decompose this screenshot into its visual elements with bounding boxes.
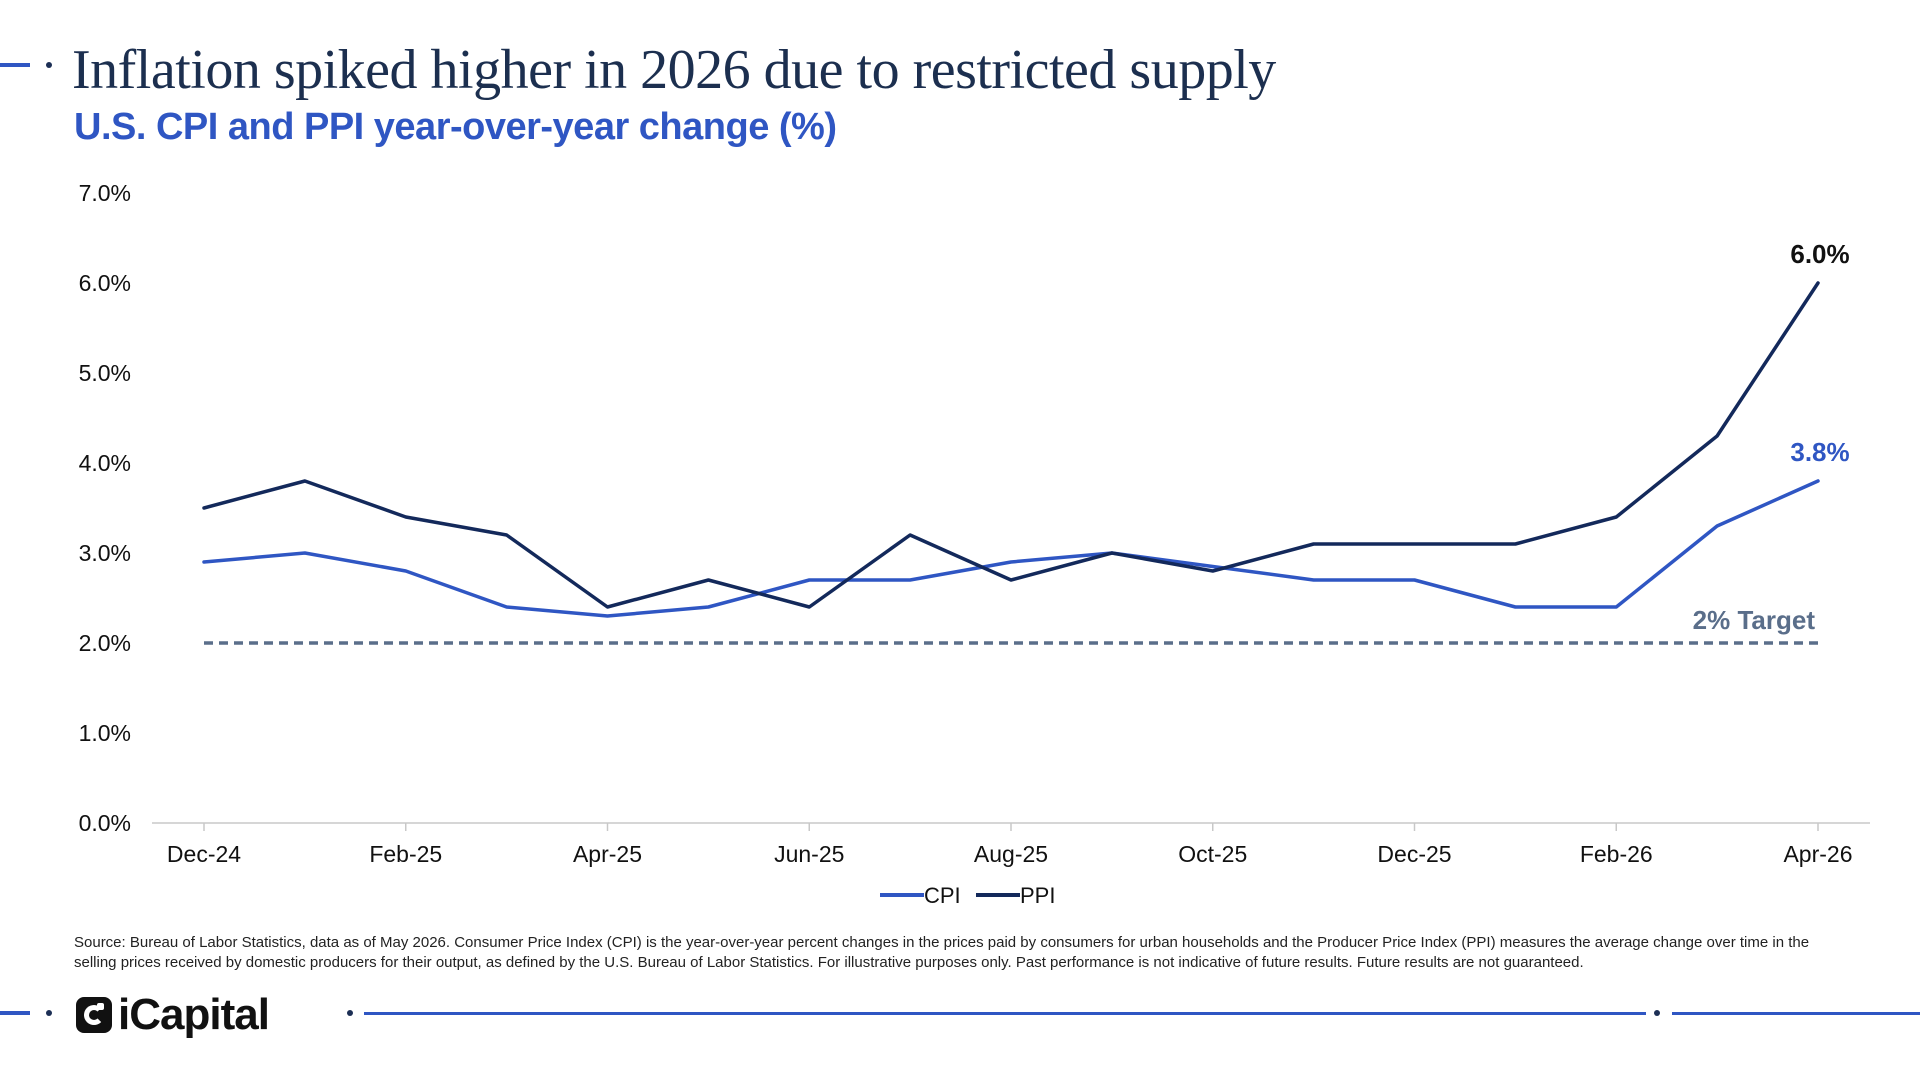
footer-rule	[364, 1012, 1646, 1015]
target-label: 2% Target	[1693, 605, 1816, 635]
y-axis-ticks: 0.0% 1.0% 2.0% 3.0% 4.0% 5.0% 6.0% 7.0%	[79, 180, 131, 836]
footer-accent-dot	[1654, 1010, 1660, 1016]
target-reference: 2% Target	[204, 605, 1818, 645]
x-tick-label: Apr-25	[573, 841, 642, 867]
x-axis-ticks: Dec-24 Feb-25 Apr-25 Jun-25 Aug-25 Oct-25 Dec-…	[167, 823, 1853, 867]
x-tick-label: Jun-25	[774, 841, 844, 867]
x-tick-label: Oct-25	[1178, 841, 1247, 867]
x-tick-label: Dec-24	[167, 841, 241, 867]
y-tick-label: 2.0%	[79, 630, 131, 656]
y-tick-label: 1.0%	[79, 720, 131, 746]
y-tick-label: 0.0%	[79, 810, 131, 836]
series-line-cpi	[202, 479, 1820, 618]
x-tick-label: Feb-25	[369, 841, 442, 867]
chart-legend: CPI PPI	[880, 883, 1055, 908]
logo-text: iCapital	[118, 990, 270, 1039]
header-accent-dot	[46, 62, 52, 68]
y-tick-label: 5.0%	[79, 360, 131, 386]
legend-label-ppi: PPI	[1020, 883, 1055, 908]
y-tick-label: 3.0%	[79, 540, 131, 566]
footer-accent-dot	[46, 1010, 52, 1016]
chart-subtitle: U.S. CPI and PPI year-over-year change (…	[74, 106, 837, 148]
series-lines	[202, 281, 1820, 618]
footer-accent-dot	[347, 1010, 353, 1016]
y-tick-label: 7.0%	[79, 180, 131, 206]
y-tick-label: 6.0%	[79, 270, 131, 296]
header-accent-dash	[0, 63, 30, 67]
legend-label-cpi: CPI	[924, 883, 961, 908]
x-tick-label: Dec-25	[1377, 841, 1451, 867]
chart-title: Inflation spiked higher in 2026 due to r…	[72, 39, 1276, 101]
end-label-cpi: 3.8%	[1790, 437, 1849, 467]
end-label-ppi: 6.0%	[1790, 239, 1849, 269]
x-tick-label: Feb-26	[1580, 841, 1653, 867]
x-tick-label: Apr-26	[1783, 841, 1852, 867]
icapital-logo-icon	[76, 997, 112, 1033]
footer-rule	[1672, 1012, 1920, 1015]
footer-accent-dash	[0, 1011, 30, 1015]
end-labels: 3.8% 6.0%	[1790, 239, 1849, 467]
icapital-logo: iCapital	[76, 990, 270, 1039]
y-tick-label: 4.0%	[79, 450, 131, 476]
series-line-ppi	[202, 281, 1820, 609]
source-note: Source: Bureau of Labor Statistics, data…	[74, 934, 1810, 971]
x-tick-label: Aug-25	[974, 841, 1048, 867]
